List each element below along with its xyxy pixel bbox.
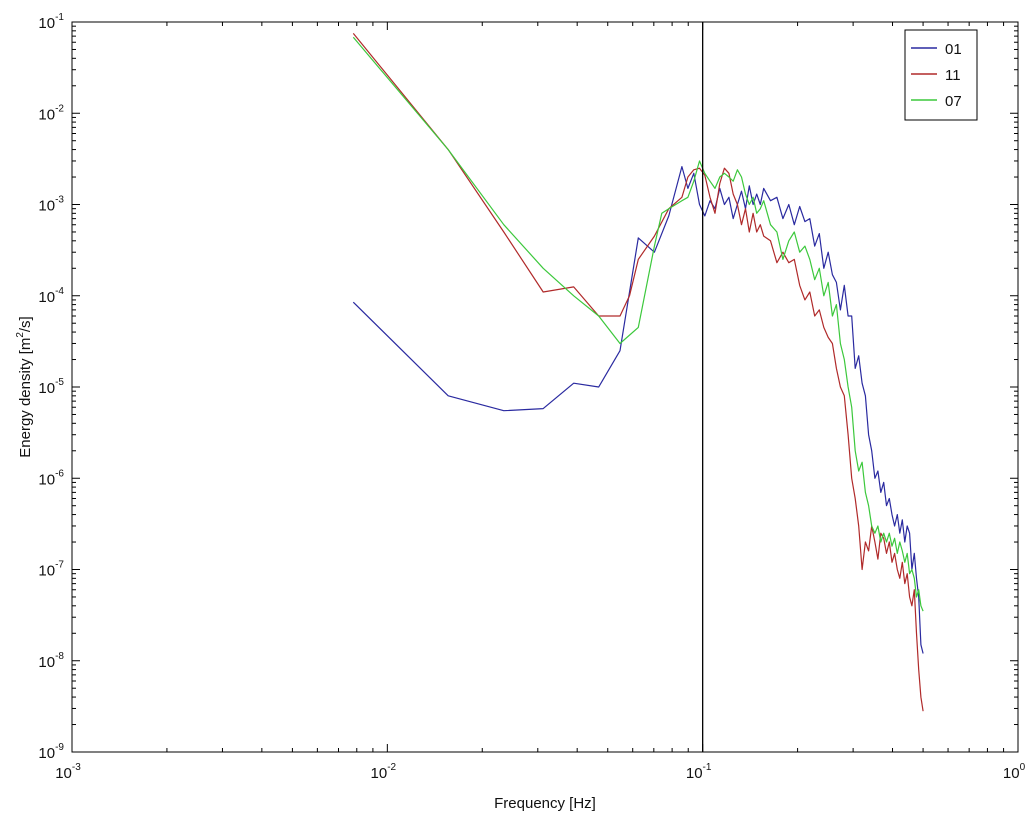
x-tick-label: 10-2 [371,762,397,782]
plot-area [72,22,1018,752]
series-line-01 [352,166,924,654]
y-tick-label: 10-4 [38,286,64,306]
y-tick-label: 10-3 [38,195,64,215]
y-tick-label: 10-1 [38,12,64,32]
x-tick-label: 10-1 [686,762,712,782]
y-axis-label-post: /s] [17,316,34,332]
legend-label-01: 01 [945,41,962,58]
series-line-07 [352,36,924,612]
ticks-layer: 10-3 10-2 10-1 100 10-9 10-8 10-7 10-6 10-5 10-4 1… [38,12,1025,782]
y-tick-label: 10-5 [38,377,64,397]
x-tick-label: 100 [1003,762,1026,782]
legend-box [904,29,978,121]
y-axis-label-sup: 2 [15,332,26,338]
series-line-11 [352,33,924,712]
series-layer [352,33,924,712]
y-tick-label: 10-7 [38,560,64,580]
legend: 01 11 07 [904,29,978,121]
legend-label-11: 11 [945,67,961,84]
y-tick-label: 10-6 [38,468,64,488]
y-axis-label-pre: Energy density [m [17,338,34,458]
legend-label-07: 07 [945,93,962,110]
y-axis-label: Energy density [m2/s] [15,316,34,457]
y-tick-label: 10-2 [38,103,64,123]
y-tick-label: 10-9 [38,742,64,762]
x-tick-label: 10-3 [55,762,81,782]
x-axis-label: Frequency [Hz] [494,795,596,812]
y-tick-label: 10-8 [38,651,64,671]
